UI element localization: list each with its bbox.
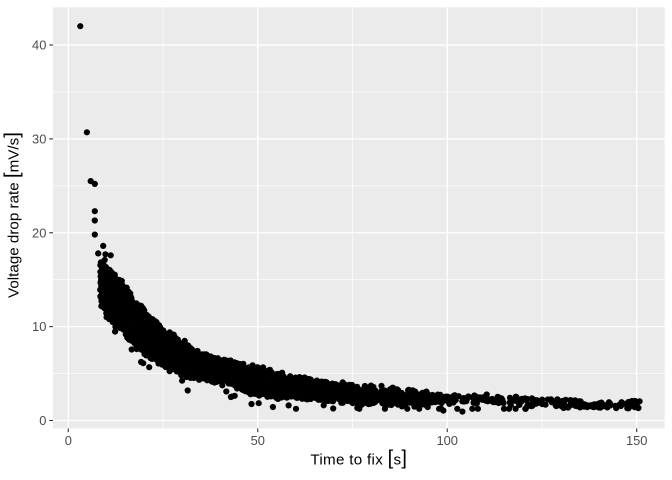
svg-text:Time to fix [s]: Time to fix [s] [310, 447, 407, 469]
svg-text:0: 0 [39, 413, 46, 428]
svg-text:50: 50 [251, 433, 265, 448]
svg-text:10: 10 [32, 319, 46, 334]
svg-text:40: 40 [32, 38, 46, 53]
svg-text:20: 20 [32, 225, 46, 240]
svg-text:0: 0 [65, 433, 72, 448]
svg-text:150: 150 [626, 433, 648, 448]
svg-text:30: 30 [32, 132, 46, 147]
svg-text:100: 100 [436, 433, 458, 448]
svg-text:Voltage drop rate [mV/s]: Voltage drop rate [mV/s] [1, 132, 24, 298]
